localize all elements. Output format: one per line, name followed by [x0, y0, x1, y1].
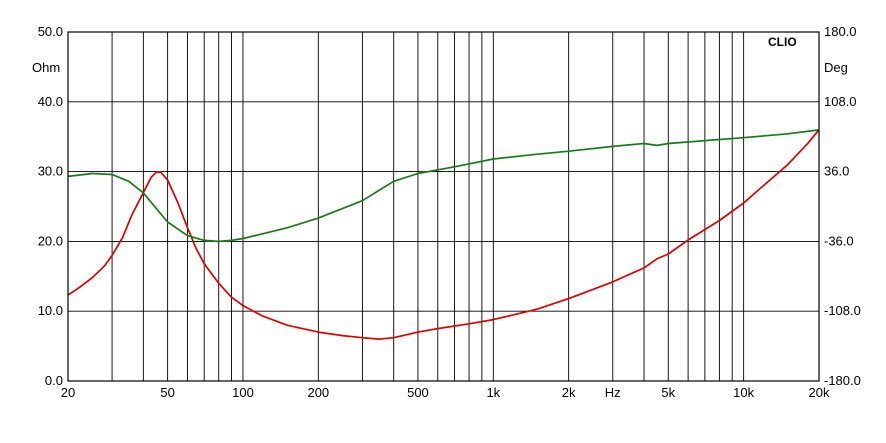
- right-tick-label: 180.0: [824, 24, 857, 39]
- right-tick-label: 36.0: [824, 164, 849, 179]
- left-tick-label: 30.0: [38, 164, 63, 179]
- plot-area: [68, 32, 819, 381]
- x-tick-label: 500: [407, 385, 429, 400]
- left-tick-label: 20.0: [38, 233, 63, 248]
- phase-curve: [67, 129, 820, 243]
- x-tick-label: 5k: [661, 385, 675, 400]
- right-axis-ticks: -180.0 -108.0 -36.0 36.0 108.0 180.0: [824, 24, 861, 388]
- curves: [67, 129, 820, 340]
- right-tick-label: 108.0: [824, 94, 857, 109]
- right-tick-label: -108.0: [824, 303, 861, 318]
- right-axis-unit: Deg: [824, 60, 848, 75]
- left-tick-label: 50.0: [38, 24, 63, 39]
- plot-frame: [67, 31, 820, 382]
- x-tick-label: 20: [61, 385, 75, 400]
- right-tick-label: -36.0: [824, 233, 854, 248]
- x-tick-label: 50: [160, 385, 174, 400]
- x-tick-label: 10k: [733, 385, 754, 400]
- right-tick-label: -180.0: [824, 373, 861, 388]
- x-tick-label: 2k: [562, 385, 576, 400]
- x-tick-label: 1k: [486, 385, 500, 400]
- x-tick-label: Hz: [605, 385, 621, 400]
- clio-brand-label: CLIO: [768, 35, 797, 49]
- left-tick-label: 40.0: [38, 94, 63, 109]
- x-tick-label: 100: [232, 385, 254, 400]
- left-axis-ticks: 0.0 10.0 20.0 30.0 40.0 50.0: [38, 24, 63, 388]
- x-axis-ticks: 20 50 100 200 500 1k 2k Hz 5k 10k 20k: [61, 385, 830, 400]
- vertical-gridlines: [111, 32, 745, 381]
- left-axis-unit: Ohm: [32, 60, 60, 75]
- x-tick-label: 20k: [809, 385, 830, 400]
- left-tick-label: 10.0: [38, 303, 63, 318]
- x-tick-label: 200: [307, 385, 329, 400]
- left-tick-label: 0.0: [45, 373, 63, 388]
